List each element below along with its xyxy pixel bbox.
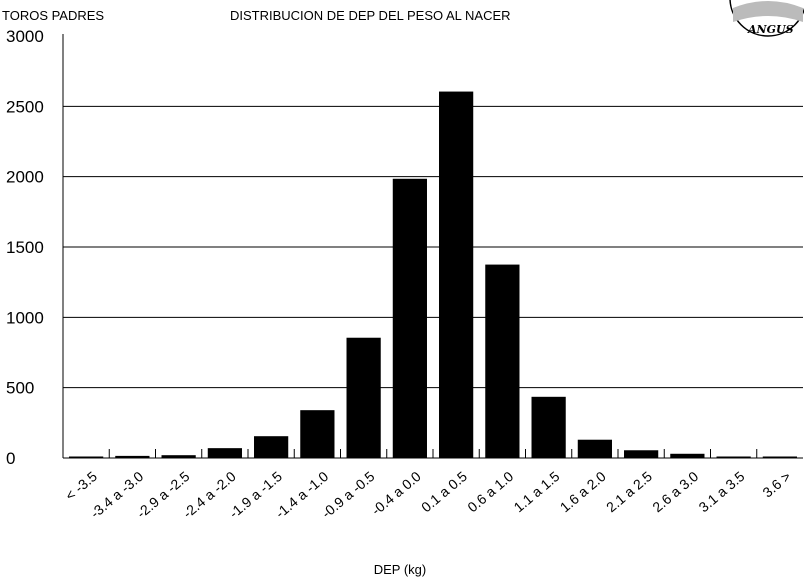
logo-label: ANGUS: [747, 23, 794, 36]
bar: [115, 455, 150, 458]
bar: [300, 410, 335, 458]
bar: [485, 264, 520, 458]
logo-seal: ANGUS: [729, 0, 804, 37]
bar: [439, 91, 474, 459]
chart-title: DISTRIBUCION DE DEP DEL PESO AL NACER: [230, 8, 511, 23]
x-tick-label: < -3.5: [62, 468, 100, 504]
bar: [254, 436, 289, 458]
bars: [69, 91, 797, 459]
bar: [716, 456, 751, 458]
logo-band: [733, 1, 803, 22]
x-tick-label: -0.4 a 0.0: [368, 468, 424, 518]
x-tick-label: 2.6 a 3.0: [649, 468, 701, 515]
x-tick-label: 2.1 a 2.5: [603, 468, 655, 515]
x-tick-label: 0.6 a 1.0: [464, 468, 516, 515]
bar: [670, 453, 705, 458]
y-tick-label: 1000: [6, 308, 44, 327]
x-tick-label: 1.1 a 1.5: [511, 468, 563, 515]
bar: [207, 448, 242, 458]
bar: [346, 337, 381, 458]
bar: [161, 455, 196, 458]
bar: [531, 396, 566, 458]
bar: [392, 178, 427, 458]
bar: [624, 450, 659, 458]
y-tick-label: 0: [6, 449, 15, 468]
x-axis: < -3.5-3.4 a -3.0-2.9 a -2.5-2.4 a -2.0-…: [62, 449, 803, 521]
header-left: TOROS PADRES: [2, 8, 104, 23]
x-tick-label: 0.1 a 0.5: [418, 468, 470, 515]
y-tick-label: 2500: [6, 97, 44, 116]
bar: [577, 439, 612, 458]
y-tick-label: 2000: [6, 168, 44, 187]
y-tick-label: 1500: [6, 238, 44, 257]
y-tick-label: 3000: [6, 27, 44, 46]
x-tick-label: 3.1 a 3.5: [696, 468, 748, 515]
x-tick-label: 1.6 a 2.0: [557, 468, 609, 515]
y-axis: 0 500 1000 1500 2000 2500 3000: [6, 27, 64, 468]
x-axis-title: DEP (kg): [374, 562, 427, 577]
y-tick-label: 500: [6, 379, 34, 398]
x-tick-label: 3.6 >: [759, 468, 793, 501]
bar: [69, 456, 104, 458]
gridlines: [63, 105, 803, 389]
bar: [762, 456, 797, 458]
